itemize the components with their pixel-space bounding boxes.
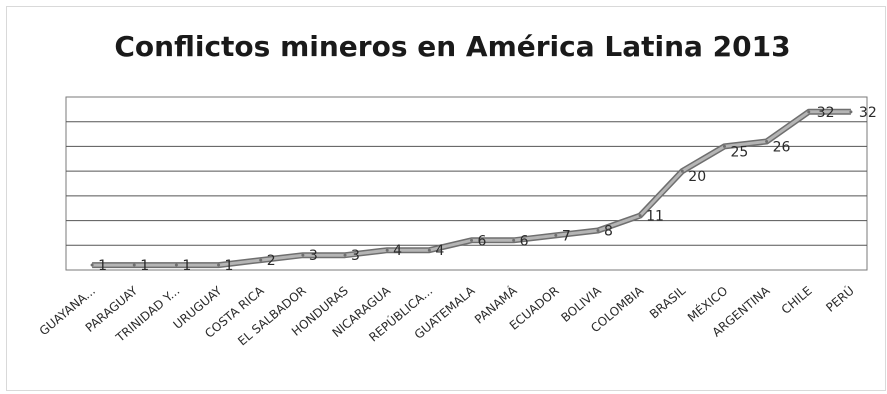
data-point (596, 228, 600, 232)
data-point (132, 263, 136, 267)
data-point (722, 144, 726, 148)
data-point (174, 263, 178, 267)
data-label: 8 (604, 223, 613, 239)
data-point (301, 253, 305, 257)
x-tick-label: BRASIL (647, 283, 689, 321)
data-point (385, 248, 389, 252)
data-label: 3 (309, 248, 318, 264)
x-tick-label: CHILE (779, 284, 815, 317)
data-label: 2 (267, 253, 276, 269)
data-label: 32 (817, 105, 835, 121)
data-label: 7 (562, 228, 571, 244)
chart-frame (6, 6, 886, 391)
data-point (259, 258, 263, 262)
data-label: 4 (435, 243, 444, 259)
data-point (470, 238, 473, 242)
data-point (343, 253, 347, 257)
x-tick-label: PERÚ (823, 283, 857, 315)
data-point (90, 263, 94, 267)
data-label: 6 (478, 233, 487, 249)
data-point (427, 248, 431, 252)
data-label: 1 (98, 258, 107, 274)
data-label: 20 (688, 169, 706, 185)
data-label: 1 (140, 258, 149, 274)
data-label: 25 (730, 144, 748, 160)
plot-area (65, 96, 868, 271)
data-label: 4 (393, 243, 402, 259)
data-label: 3 (351, 248, 360, 264)
data-label: 1 (182, 258, 191, 274)
data-point (217, 263, 221, 267)
data-point (765, 139, 769, 143)
series-line-outline (92, 108, 851, 269)
data-point (849, 110, 853, 114)
data-point (638, 214, 642, 218)
chart-title: Conflictos mineros en América Latina 201… (114, 30, 791, 63)
data-label: 1 (225, 258, 234, 274)
data-point (512, 238, 516, 242)
data-point (807, 110, 811, 114)
data-point (554, 233, 558, 237)
data-label: 32 (859, 105, 877, 121)
data-label: 26 (773, 139, 791, 155)
data-label: 6 (520, 233, 529, 249)
data-point (680, 169, 684, 173)
data-label: 11 (646, 209, 664, 225)
